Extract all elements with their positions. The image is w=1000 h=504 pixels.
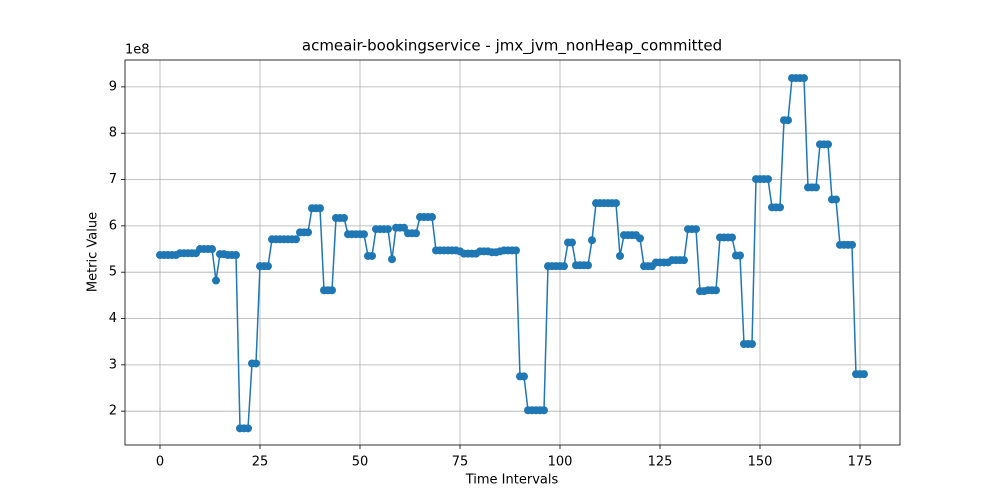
y-tick-label: 3 <box>109 357 117 372</box>
data-point <box>368 251 376 260</box>
x-tick-label: 125 <box>648 455 673 470</box>
chart-title: acmeair-bookingservice - jmx_jvm_nonHeap… <box>302 37 722 56</box>
y-tick-label: 6 <box>109 218 117 233</box>
data-point <box>304 228 312 237</box>
x-tick-label: 25 <box>252 455 269 470</box>
data-point <box>512 246 520 255</box>
data-point <box>388 255 396 264</box>
data-point <box>244 424 252 433</box>
y-tick-label: 9 <box>109 79 117 94</box>
data-point <box>636 234 644 243</box>
data-point <box>584 261 592 270</box>
data-point <box>540 406 548 415</box>
data-point <box>692 225 700 234</box>
data-point <box>264 262 272 271</box>
x-tick-label: 50 <box>352 455 369 470</box>
data-point <box>612 199 620 208</box>
data-point <box>384 225 392 234</box>
data-point <box>568 238 576 247</box>
y-tick-label: 4 <box>109 311 117 326</box>
x-tick-label: 100 <box>548 455 573 470</box>
data-point <box>764 175 772 184</box>
data-point <box>212 276 220 285</box>
data-point <box>520 372 528 381</box>
data-point <box>812 183 820 192</box>
data-point <box>588 236 596 245</box>
data-point <box>712 286 720 295</box>
y-tick-label: 5 <box>109 265 117 280</box>
x-tick-label: 150 <box>748 455 773 470</box>
data-point <box>560 262 568 271</box>
data-point <box>328 286 336 295</box>
x-axis-label: Time Intervals <box>465 473 559 488</box>
data-point <box>736 251 744 260</box>
x-tick-label: 175 <box>848 455 873 470</box>
data-point <box>208 245 216 254</box>
data-point <box>616 251 624 260</box>
data-point <box>776 203 784 212</box>
data-point <box>860 370 868 379</box>
data-point <box>412 229 420 238</box>
data-point <box>784 116 792 125</box>
x-tick-label: 75 <box>452 455 469 470</box>
y-tick-label: 7 <box>109 172 117 187</box>
data-point <box>316 204 324 213</box>
data-point <box>728 233 736 242</box>
data-point <box>428 213 436 222</box>
data-point <box>832 195 840 204</box>
x-tick-label: 0 <box>156 455 164 470</box>
data-point <box>360 230 368 239</box>
data-point <box>824 140 832 149</box>
data-point <box>800 74 808 83</box>
data-point <box>680 256 688 265</box>
plot-frame <box>124 59 901 446</box>
data-point <box>848 240 856 249</box>
y-axis-label: Metric Value <box>86 212 101 292</box>
data-point <box>232 251 240 260</box>
y-offset-label: 1e8 <box>125 43 150 58</box>
data-point <box>252 359 260 368</box>
data-point <box>340 213 348 222</box>
data-point <box>400 223 408 232</box>
data-point <box>748 340 756 349</box>
y-tick-label: 8 <box>109 126 117 141</box>
y-tick-label: 2 <box>109 404 117 419</box>
data-point <box>292 235 300 244</box>
